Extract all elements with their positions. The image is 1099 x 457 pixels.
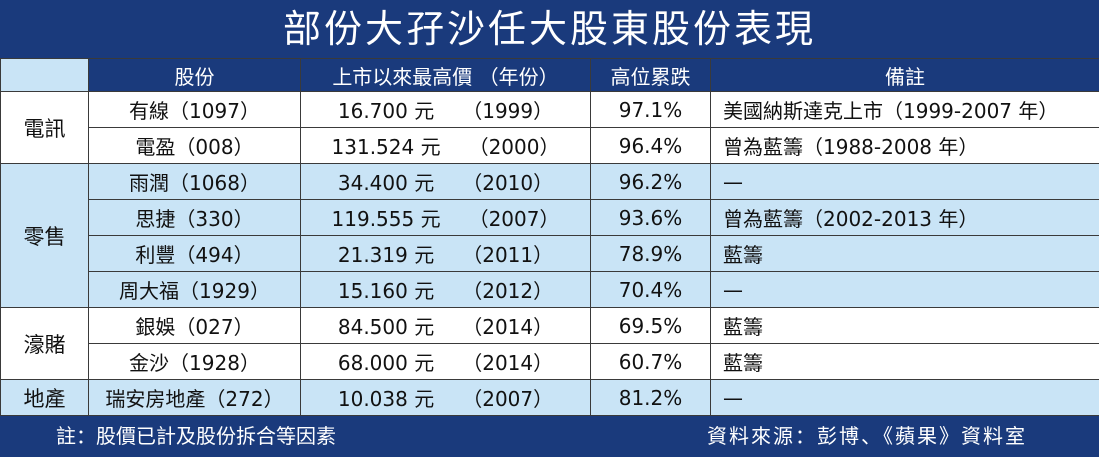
drop-cell: 60.7%	[590, 343, 711, 380]
table-row: 電訊 有線（1097） 16.700 元 （1999） 97.1% 美國納斯達克上市（19…	[0, 91, 1099, 164]
table-title: 部份大孖沙任大股東股份表現	[0, 0, 1099, 58]
high-price-year: （2007）	[462, 387, 554, 411]
high-price-year: （2011）	[462, 243, 554, 267]
stock-cell: 有線（1097）	[88, 91, 301, 128]
high-price-year: （2014）	[462, 351, 554, 375]
header-stock: 股份	[88, 58, 301, 92]
table-row: 利豐（494） 21.319 元 （2011） 78.9% 藍籌	[1, 235, 1099, 272]
sector-cell: 濠賭	[0, 307, 89, 380]
table-row: 思捷（330） 119.555 元 （2007） 93.6% 曾為藍籌（2002-201…	[1, 199, 1099, 236]
high-price-cell: 10.038 元 （2007）	[300, 379, 591, 416]
header-high-price: 上市以來最高價 （年份）	[300, 58, 591, 92]
drop-cell: 96.2%	[590, 163, 711, 200]
stock-cell: 電盈（008）	[88, 127, 301, 164]
note-cell: 曾為藍籌（1988-2008 年）	[710, 127, 1099, 164]
high-price-year: （2012）	[462, 279, 554, 303]
note-cell: 美國納斯達克上市（1999-2007 年）	[710, 91, 1099, 128]
high-price-cell: 34.400 元 （2010）	[300, 163, 591, 200]
high-price-value: 15.160 元	[337, 279, 435, 303]
high-price-value: 84.500 元	[337, 315, 435, 339]
high-price-cell: 131.524 元 （2000）	[300, 127, 591, 164]
drop-cell: 78.9%	[590, 235, 711, 272]
drop-cell: 70.4%	[590, 271, 711, 308]
high-price-year: （2000）	[468, 135, 560, 159]
note-cell: —	[710, 379, 1099, 416]
high-price-year: （2010）	[462, 171, 554, 195]
high-price-year: （1999）	[462, 99, 554, 123]
table-row: 金沙（1928） 68.000 元 （2014） 60.7% 藍籌	[1, 343, 1099, 380]
group-section: 地產 瑞安房地產（272） 10.038 元 （2007） 81.2% —	[0, 379, 1099, 416]
footer-bar: 註：股價已計及股份拆合等因素 資料來源：彭博、《蘋果》資料室	[0, 416, 1099, 457]
drop-cell: 93.6%	[590, 199, 711, 236]
note-cell: 藍籌	[710, 307, 1099, 344]
high-price-cell: 84.500 元 （2014）	[300, 307, 591, 344]
sector-cell: 電訊	[0, 91, 89, 164]
note-cell: 曾為藍籌（2002-2013 年）	[710, 199, 1099, 236]
source-credit: 資料來源：彭博、《蘋果》資料室	[707, 424, 1027, 448]
group-section: 濠賭 銀娛（027） 84.500 元（2014） 69.5% 藍籌 金沙（1928） 68…	[0, 307, 1099, 380]
table-row: 濠賭 銀娛（027） 84.500 元 （2014） 69.5% 藍籌	[0, 307, 1099, 380]
high-price-year: （2014）	[462, 315, 554, 339]
high-price-cell: 15.160 元 （2012）	[300, 271, 591, 308]
high-price-cell: 68.000 元 （2014）	[300, 343, 591, 380]
note-cell: —	[710, 271, 1099, 308]
note-cell: 藍籌	[710, 235, 1099, 272]
stock-cell: 思捷（330）	[88, 199, 301, 236]
header-corner	[0, 58, 89, 92]
group-section: 電訊 有線（1097） 16.700 元 （1999） 97.1% 美國納斯達克上市（19…	[0, 91, 1099, 164]
high-price-cell: 21.319 元 （2011）	[300, 235, 591, 272]
header-row: 股份 上市以來最高價 （年份） 高位累跌 備註	[0, 58, 1099, 92]
drop-cell: 81.2%	[590, 379, 711, 416]
stock-cell: 雨潤（1068）	[88, 163, 301, 200]
high-price-value: 68.000 元	[337, 351, 435, 375]
drop-cell: 96.4%	[590, 127, 711, 164]
table-row: 零售 雨潤（1068） 34.400 元（2010） 96.2% —	[0, 163, 1099, 308]
stock-cell: 利豐（494）	[88, 235, 301, 272]
stock-cell: 銀娛（027）	[88, 307, 301, 344]
header-note: 備註	[710, 58, 1099, 92]
stock-cell: 金沙（1928）	[88, 343, 301, 380]
sector-cell: 地產	[0, 379, 89, 416]
footnote: 註：股價已計及股份拆合等因素	[56, 424, 336, 448]
note-cell: 藍籌	[710, 343, 1099, 380]
stock-performance-table: 股份 上市以來最高價 （年份） 高位累跌 備註 電訊 有線（1097） 16.700…	[0, 58, 1099, 416]
table-row: 電盈（008） 131.524 元 （2000） 96.4% 曾為藍籌（1988-200…	[1, 127, 1099, 164]
high-price-cell: 16.700 元 （1999）	[300, 91, 591, 128]
drop-cell: 69.5%	[590, 307, 711, 344]
high-price-year: （2007）	[468, 207, 560, 231]
high-price-cell: 119.555 元 （2007）	[300, 199, 591, 236]
group-section: 零售 雨潤（1068） 34.400 元（2010） 96.2% — 思捷（330） 119…	[0, 163, 1099, 308]
high-price-value: 21.319 元	[337, 243, 435, 267]
stock-cell: 周大福（1929）	[88, 271, 301, 308]
stock-cell: 瑞安房地產（272）	[88, 379, 301, 416]
high-price-value: 119.555 元	[331, 207, 441, 231]
header-drop: 高位累跌	[590, 58, 711, 92]
high-price-value: 34.400 元	[337, 171, 435, 195]
high-price-value: 10.038 元	[337, 387, 435, 411]
note-cell: —	[710, 163, 1099, 200]
sector-cell: 零售	[0, 163, 89, 308]
drop-cell: 97.1%	[590, 91, 711, 128]
high-price-value: 131.524 元	[331, 135, 441, 159]
table-row: 周大福（1929） 15.160 元 （2012） 70.4% —	[1, 271, 1099, 308]
high-price-value: 16.700 元	[337, 99, 435, 123]
table-row: 地產 瑞安房地產（272） 10.038 元 （2007） 81.2% —	[0, 379, 1099, 416]
